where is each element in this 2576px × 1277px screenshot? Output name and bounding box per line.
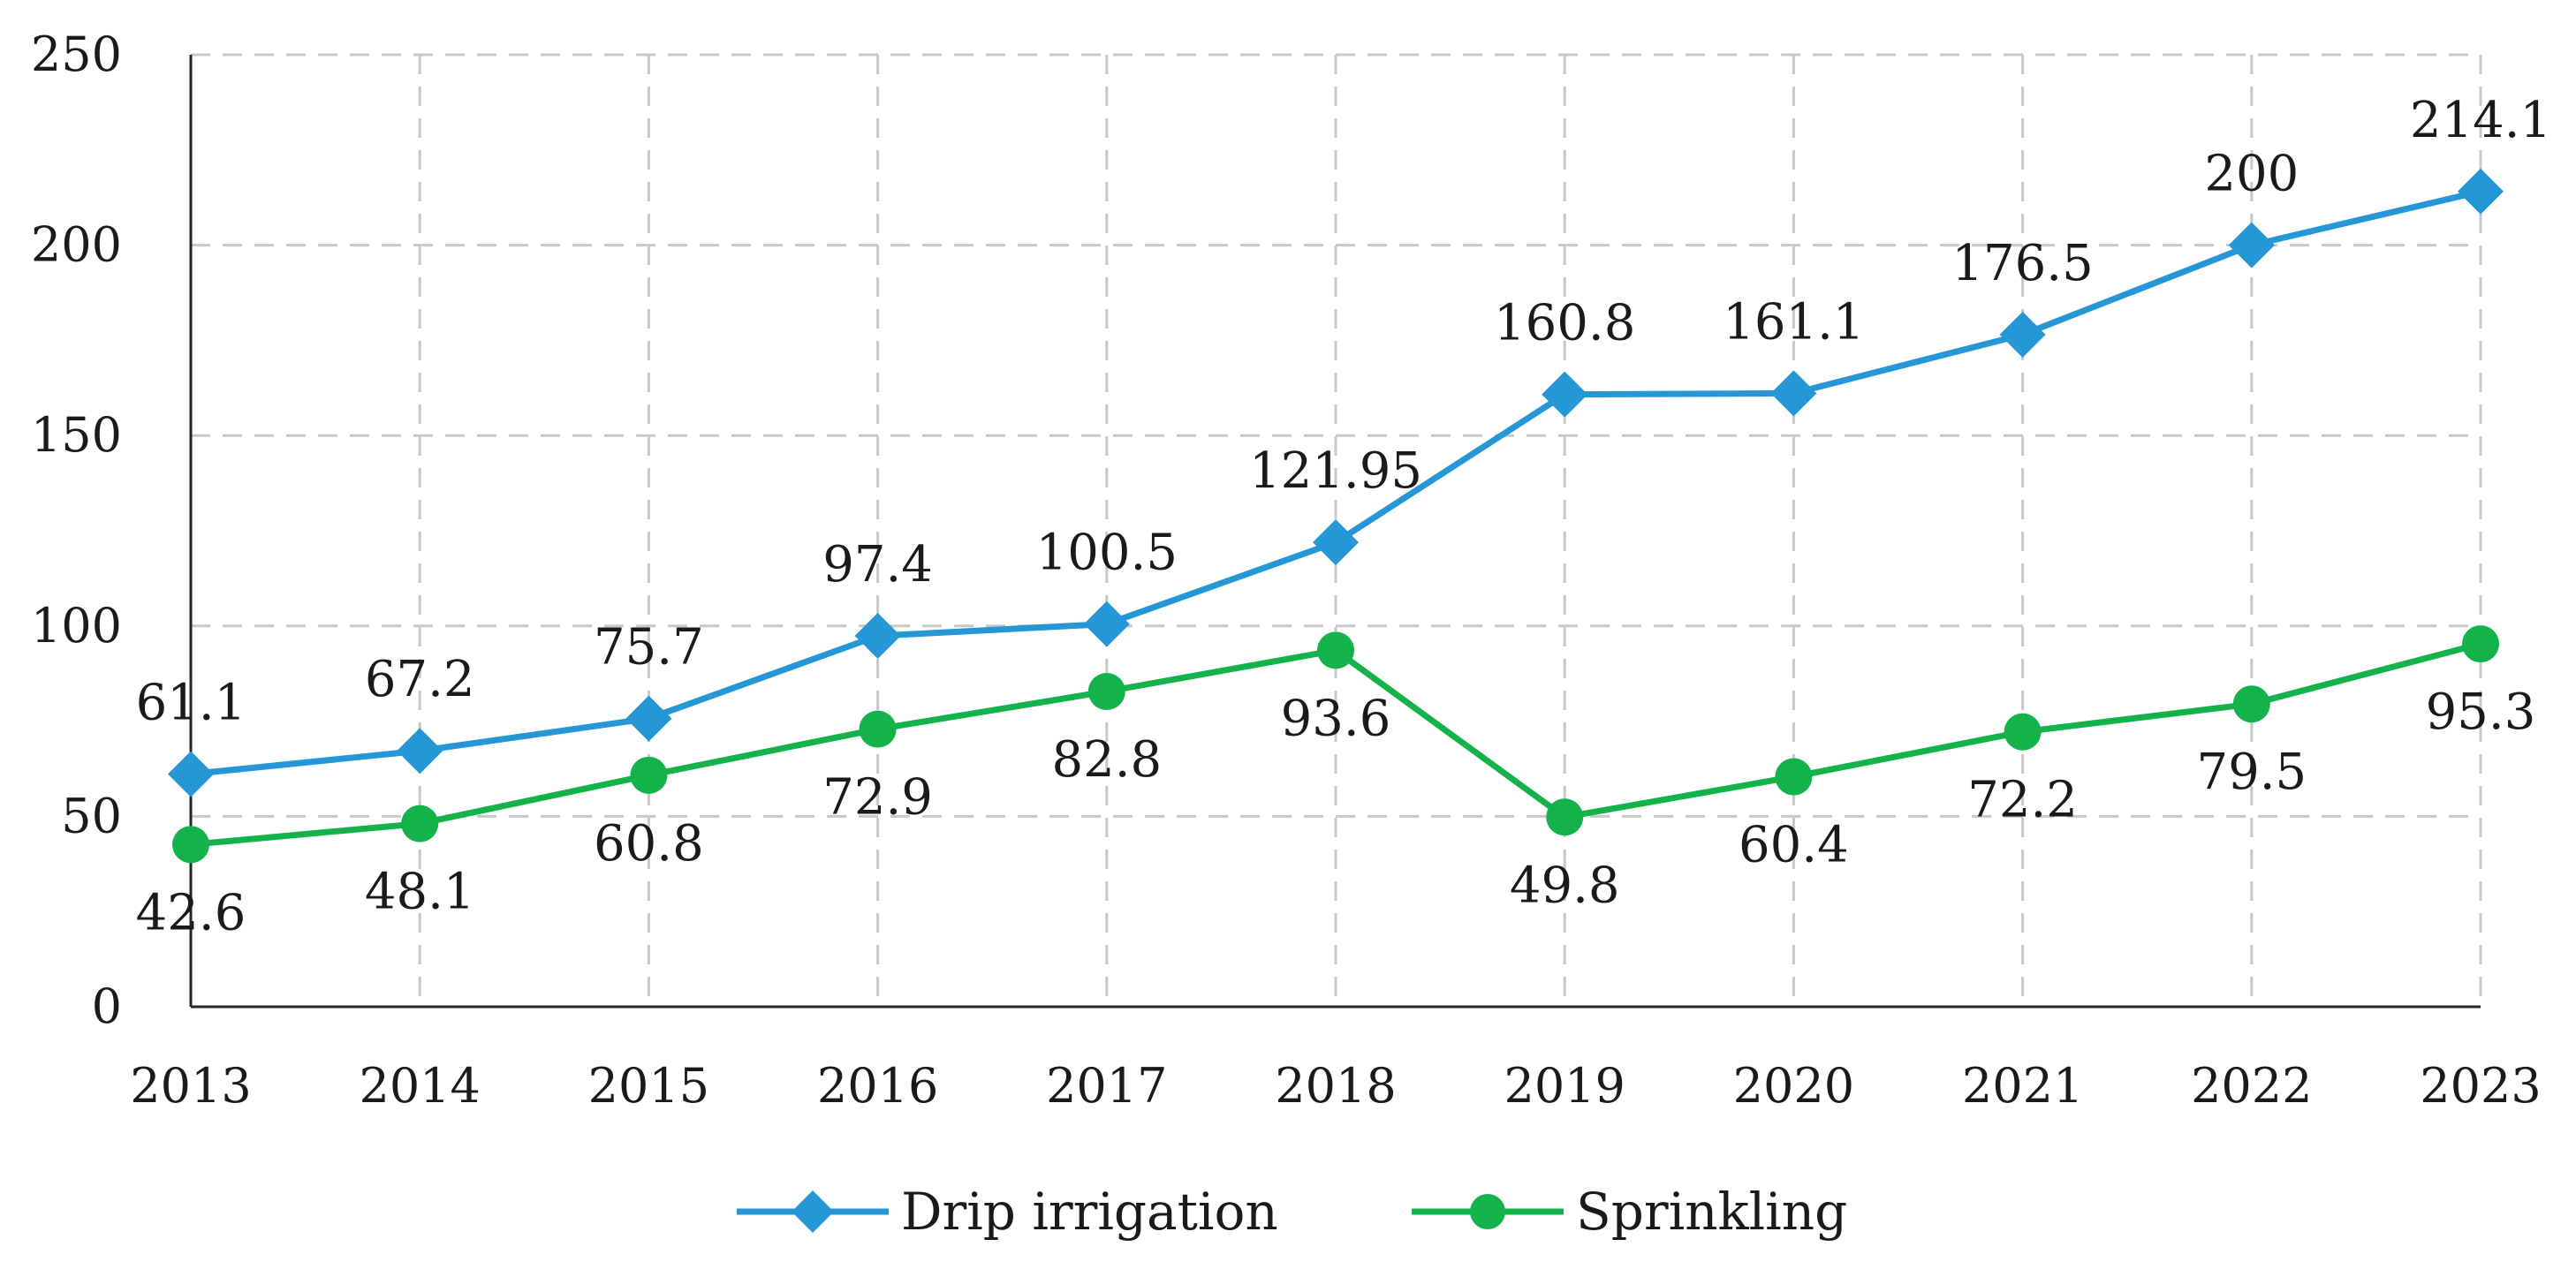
data-label-sprinkling: 72.2 [1967,772,2078,829]
data-point-sprinkling [401,805,439,843]
data-point-drip-irrigation [1083,601,1130,647]
data-point-sprinkling [1775,758,1813,796]
y-tick-label: 250 [31,26,122,82]
data-label-drip-irrigation: 100.5 [1036,525,1178,582]
data-label-drip-irrigation: 75.7 [594,619,704,676]
data-label-sprinkling: 60.8 [594,815,704,873]
data-label-sprinkling: 95.3 [2426,684,2536,741]
series-group [168,168,2504,864]
data-label-drip-irrigation: 160.8 [1494,295,1635,352]
data-label-sprinkling: 60.4 [1739,817,1849,874]
data-label-sprinkling: 49.8 [1510,857,1620,914]
data-point-sprinkling [2004,713,2042,751]
data-point-drip-irrigation [1542,371,1588,418]
data-point-drip-irrigation [1313,519,1359,566]
data-point-sprinkling [859,710,897,748]
data-point-sprinkling [2462,625,2499,663]
data-label-sprinkling: 82.8 [1051,731,1162,789]
data-point-drip-irrigation [168,751,214,797]
x-tick-label: 2017 [1046,1058,1167,1114]
data-point-drip-irrigation [2228,222,2275,268]
data-point-drip-irrigation [2458,168,2504,215]
data-label-drip-irrigation: 97.4 [822,536,933,593]
x-tick-label: 2021 [1962,1058,2083,1114]
x-tick-label: 2016 [817,1058,938,1114]
data-label-drip-irrigation: 67.2 [365,651,475,708]
data-point-sprinkling [2232,685,2270,723]
x-tick-label: 2022 [2191,1058,2312,1114]
data-point-sprinkling [1087,672,1125,710]
data-point-drip-irrigation [854,613,901,660]
y-tick-label: 100 [31,598,122,654]
data-label-drip-irrigation: 61.1 [136,675,246,732]
data-label-drip-irrigation: 200 [2204,146,2299,203]
x-tick-label: 2023 [2420,1058,2541,1114]
legend-item-sprinkling: Sprinkling [1412,1182,1847,1242]
legend-marker-circle [1470,1194,1505,1229]
y-tick-label: 200 [31,217,122,273]
legend: Drip irrigation Sprinkling [737,1182,1847,1242]
data-label-drip-irrigation: 161.1 [1723,293,1864,351]
legend-item-drip-irrigation: Drip irrigation [737,1182,1278,1242]
x-tick-label: 2013 [130,1058,251,1114]
grid [191,53,2482,1007]
x-tick-label: 2018 [1275,1058,1396,1114]
data-label-sprinkling: 72.9 [822,769,933,827]
data-point-sprinkling [1317,631,1354,669]
legend-marker-diamond [792,1190,834,1233]
x-axis-ticks: 2013 2014 2015 2016 2017 2018 2019 2020 2021 2022… [130,1058,2541,1114]
x-tick-label: 2015 [588,1058,709,1114]
data-label-sprinkling: 79.5 [2196,744,2307,801]
y-tick-label: 50 [61,788,122,843]
y-tick-label: 150 [31,407,122,463]
x-tick-label: 2019 [1504,1058,1625,1114]
data-label-drip-irrigation: 121.95 [1249,442,1422,500]
data-point-sprinkling [172,826,209,864]
data-label-drip-irrigation: 214.1 [2410,92,2551,149]
y-axis-ticks: 0 50 100 150 200 250 [31,26,122,1034]
data-labels: 61.1 67.2 75.7 97.4 100.5 121.95 160.8 161.1 176… [136,92,2552,942]
data-point-drip-irrigation [1999,311,2046,358]
legend-label: Drip irrigation [901,1182,1278,1242]
data-point-drip-irrigation [397,728,443,775]
data-label-drip-irrigation: 176.5 [1951,235,2093,292]
legend-label: Sprinkling [1576,1182,1847,1242]
y-tick-label: 0 [92,979,122,1034]
data-point-drip-irrigation [1770,370,1817,417]
x-tick-label: 2020 [1733,1058,1854,1114]
data-label-sprinkling: 48.1 [365,864,475,921]
data-point-sprinkling [630,756,668,794]
x-tick-label: 2014 [359,1058,480,1114]
data-label-sprinkling: 42.6 [136,884,246,941]
data-point-sprinkling [1546,798,1584,836]
data-point-drip-irrigation [625,695,672,742]
data-label-sprinkling: 93.6 [1281,690,1391,747]
